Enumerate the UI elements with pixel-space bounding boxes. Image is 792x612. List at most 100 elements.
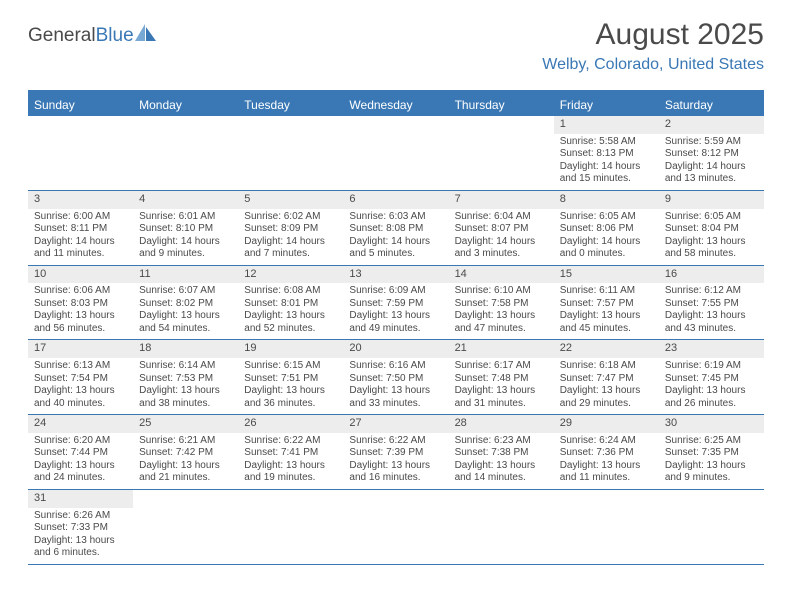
daylight-text: Daylight: 13 hours and 29 minutes.	[560, 385, 653, 410]
calendar-cell: 4Sunrise: 6:01 AMSunset: 8:10 PMDaylight…	[133, 191, 238, 265]
sunrise-text: Sunrise: 6:01 AM	[139, 211, 232, 224]
day-header-thu: Thursday	[449, 94, 554, 116]
calendar-cell: 23Sunrise: 6:19 AMSunset: 7:45 PMDayligh…	[659, 340, 764, 414]
calendar-cell: 17Sunrise: 6:13 AMSunset: 7:54 PMDayligh…	[28, 340, 133, 414]
sunrise-text: Sunrise: 6:21 AM	[139, 435, 232, 448]
day-body: Sunrise: 6:05 AMSunset: 8:06 PMDaylight:…	[554, 209, 659, 265]
sunset-text: Sunset: 7:59 PM	[349, 298, 442, 311]
day-number: 22	[554, 340, 659, 358]
day-body: Sunrise: 6:19 AMSunset: 7:45 PMDaylight:…	[659, 358, 764, 414]
day-header-sun: Sunday	[28, 94, 133, 116]
calendar-cell: 31Sunrise: 6:26 AMSunset: 7:33 PMDayligh…	[28, 490, 133, 564]
sunset-text: Sunset: 8:12 PM	[665, 148, 758, 161]
day-body: Sunrise: 6:13 AMSunset: 7:54 PMDaylight:…	[28, 358, 133, 414]
day-header-row: Sunday Monday Tuesday Wednesday Thursday…	[28, 94, 764, 116]
day-body: Sunrise: 6:01 AMSunset: 8:10 PMDaylight:…	[133, 209, 238, 265]
calendar-cell: 5Sunrise: 6:02 AMSunset: 8:09 PMDaylight…	[238, 191, 343, 265]
sunrise-text: Sunrise: 6:20 AM	[34, 435, 127, 448]
sunset-text: Sunset: 7:39 PM	[349, 447, 442, 460]
sunrise-text: Sunrise: 6:23 AM	[455, 435, 548, 448]
sunset-text: Sunset: 7:35 PM	[665, 447, 758, 460]
sunset-text: Sunset: 8:07 PM	[455, 223, 548, 236]
daylight-text: Daylight: 13 hours and 45 minutes.	[560, 310, 653, 335]
day-body: Sunrise: 6:25 AMSunset: 7:35 PMDaylight:…	[659, 433, 764, 489]
calendar-cell: 16Sunrise: 6:12 AMSunset: 7:55 PMDayligh…	[659, 266, 764, 340]
daylight-text: Daylight: 14 hours and 7 minutes.	[244, 236, 337, 261]
sunset-text: Sunset: 7:33 PM	[34, 522, 127, 535]
day-body: Sunrise: 6:22 AMSunset: 7:39 PMDaylight:…	[343, 433, 448, 489]
day-number: 27	[343, 415, 448, 433]
sunrise-text: Sunrise: 6:14 AM	[139, 360, 232, 373]
sunset-text: Sunset: 8:04 PM	[665, 223, 758, 236]
sunset-text: Sunset: 7:54 PM	[34, 373, 127, 386]
calendar-cell	[343, 490, 448, 564]
daylight-text: Daylight: 13 hours and 21 minutes.	[139, 460, 232, 485]
week-row: 1Sunrise: 5:58 AMSunset: 8:13 PMDaylight…	[28, 116, 764, 191]
day-body: Sunrise: 6:09 AMSunset: 7:59 PMDaylight:…	[343, 283, 448, 339]
daylight-text: Daylight: 13 hours and 40 minutes.	[34, 385, 127, 410]
calendar-cell: 24Sunrise: 6:20 AMSunset: 7:44 PMDayligh…	[28, 415, 133, 489]
calendar-cell	[238, 490, 343, 564]
sunrise-text: Sunrise: 6:16 AM	[349, 360, 442, 373]
sunset-text: Sunset: 8:08 PM	[349, 223, 442, 236]
day-number: 11	[133, 266, 238, 284]
day-body: Sunrise: 6:22 AMSunset: 7:41 PMDaylight:…	[238, 433, 343, 489]
sunrise-text: Sunrise: 6:22 AM	[349, 435, 442, 448]
day-body: Sunrise: 6:14 AMSunset: 7:53 PMDaylight:…	[133, 358, 238, 414]
calendar-cell	[449, 116, 554, 190]
sunset-text: Sunset: 7:55 PM	[665, 298, 758, 311]
week-row: 24Sunrise: 6:20 AMSunset: 7:44 PMDayligh…	[28, 415, 764, 490]
sunset-text: Sunset: 7:57 PM	[560, 298, 653, 311]
day-body: Sunrise: 6:18 AMSunset: 7:47 PMDaylight:…	[554, 358, 659, 414]
day-number: 6	[343, 191, 448, 209]
daylight-text: Daylight: 14 hours and 3 minutes.	[455, 236, 548, 261]
calendar-cell	[238, 116, 343, 190]
calendar-cell: 9Sunrise: 6:05 AMSunset: 8:04 PMDaylight…	[659, 191, 764, 265]
day-number: 24	[28, 415, 133, 433]
day-body: Sunrise: 6:04 AMSunset: 8:07 PMDaylight:…	[449, 209, 554, 265]
day-body: Sunrise: 6:00 AMSunset: 8:11 PMDaylight:…	[28, 209, 133, 265]
calendar-cell	[133, 116, 238, 190]
day-number: 13	[343, 266, 448, 284]
daylight-text: Daylight: 14 hours and 5 minutes.	[349, 236, 442, 261]
sunset-text: Sunset: 7:47 PM	[560, 373, 653, 386]
sunrise-text: Sunrise: 6:09 AM	[349, 285, 442, 298]
daylight-text: Daylight: 13 hours and 16 minutes.	[349, 460, 442, 485]
sunset-text: Sunset: 8:11 PM	[34, 223, 127, 236]
brand-logo: GeneralBlue	[28, 24, 157, 47]
sunrise-text: Sunrise: 6:22 AM	[244, 435, 337, 448]
calendar-cell: 29Sunrise: 6:24 AMSunset: 7:36 PMDayligh…	[554, 415, 659, 489]
day-body: Sunrise: 6:16 AMSunset: 7:50 PMDaylight:…	[343, 358, 448, 414]
day-number: 28	[449, 415, 554, 433]
sunrise-text: Sunrise: 6:26 AM	[34, 510, 127, 523]
daylight-text: Daylight: 13 hours and 38 minutes.	[139, 385, 232, 410]
week-row: 17Sunrise: 6:13 AMSunset: 7:54 PMDayligh…	[28, 340, 764, 415]
day-body: Sunrise: 5:59 AMSunset: 8:12 PMDaylight:…	[659, 134, 764, 190]
calendar: Sunday Monday Tuesday Wednesday Thursday…	[28, 90, 764, 565]
daylight-text: Daylight: 13 hours and 36 minutes.	[244, 385, 337, 410]
calendar-cell: 27Sunrise: 6:22 AMSunset: 7:39 PMDayligh…	[343, 415, 448, 489]
daylight-text: Daylight: 13 hours and 33 minutes.	[349, 385, 442, 410]
day-number: 18	[133, 340, 238, 358]
day-number: 26	[238, 415, 343, 433]
title-block: August 2025 Welby, Colorado, United Stat…	[542, 18, 764, 74]
daylight-text: Daylight: 13 hours and 49 minutes.	[349, 310, 442, 335]
day-body: Sunrise: 6:07 AMSunset: 8:02 PMDaylight:…	[133, 283, 238, 339]
day-body: Sunrise: 6:20 AMSunset: 7:44 PMDaylight:…	[28, 433, 133, 489]
day-body: Sunrise: 6:23 AMSunset: 7:38 PMDaylight:…	[449, 433, 554, 489]
weeks-container: 1Sunrise: 5:58 AMSunset: 8:13 PMDaylight…	[28, 116, 764, 565]
day-header-sat: Saturday	[659, 94, 764, 116]
calendar-cell: 12Sunrise: 6:08 AMSunset: 8:01 PMDayligh…	[238, 266, 343, 340]
sunrise-text: Sunrise: 6:18 AM	[560, 360, 653, 373]
day-number: 16	[659, 266, 764, 284]
calendar-cell	[659, 490, 764, 564]
logo-text-general: General	[28, 25, 96, 47]
week-row: 3Sunrise: 6:00 AMSunset: 8:11 PMDaylight…	[28, 191, 764, 266]
calendar-cell: 18Sunrise: 6:14 AMSunset: 7:53 PMDayligh…	[133, 340, 238, 414]
day-number: 30	[659, 415, 764, 433]
daylight-text: Daylight: 13 hours and 24 minutes.	[34, 460, 127, 485]
calendar-cell: 26Sunrise: 6:22 AMSunset: 7:41 PMDayligh…	[238, 415, 343, 489]
calendar-cell	[28, 116, 133, 190]
day-body: Sunrise: 6:06 AMSunset: 8:03 PMDaylight:…	[28, 283, 133, 339]
sunrise-text: Sunrise: 6:04 AM	[455, 211, 548, 224]
